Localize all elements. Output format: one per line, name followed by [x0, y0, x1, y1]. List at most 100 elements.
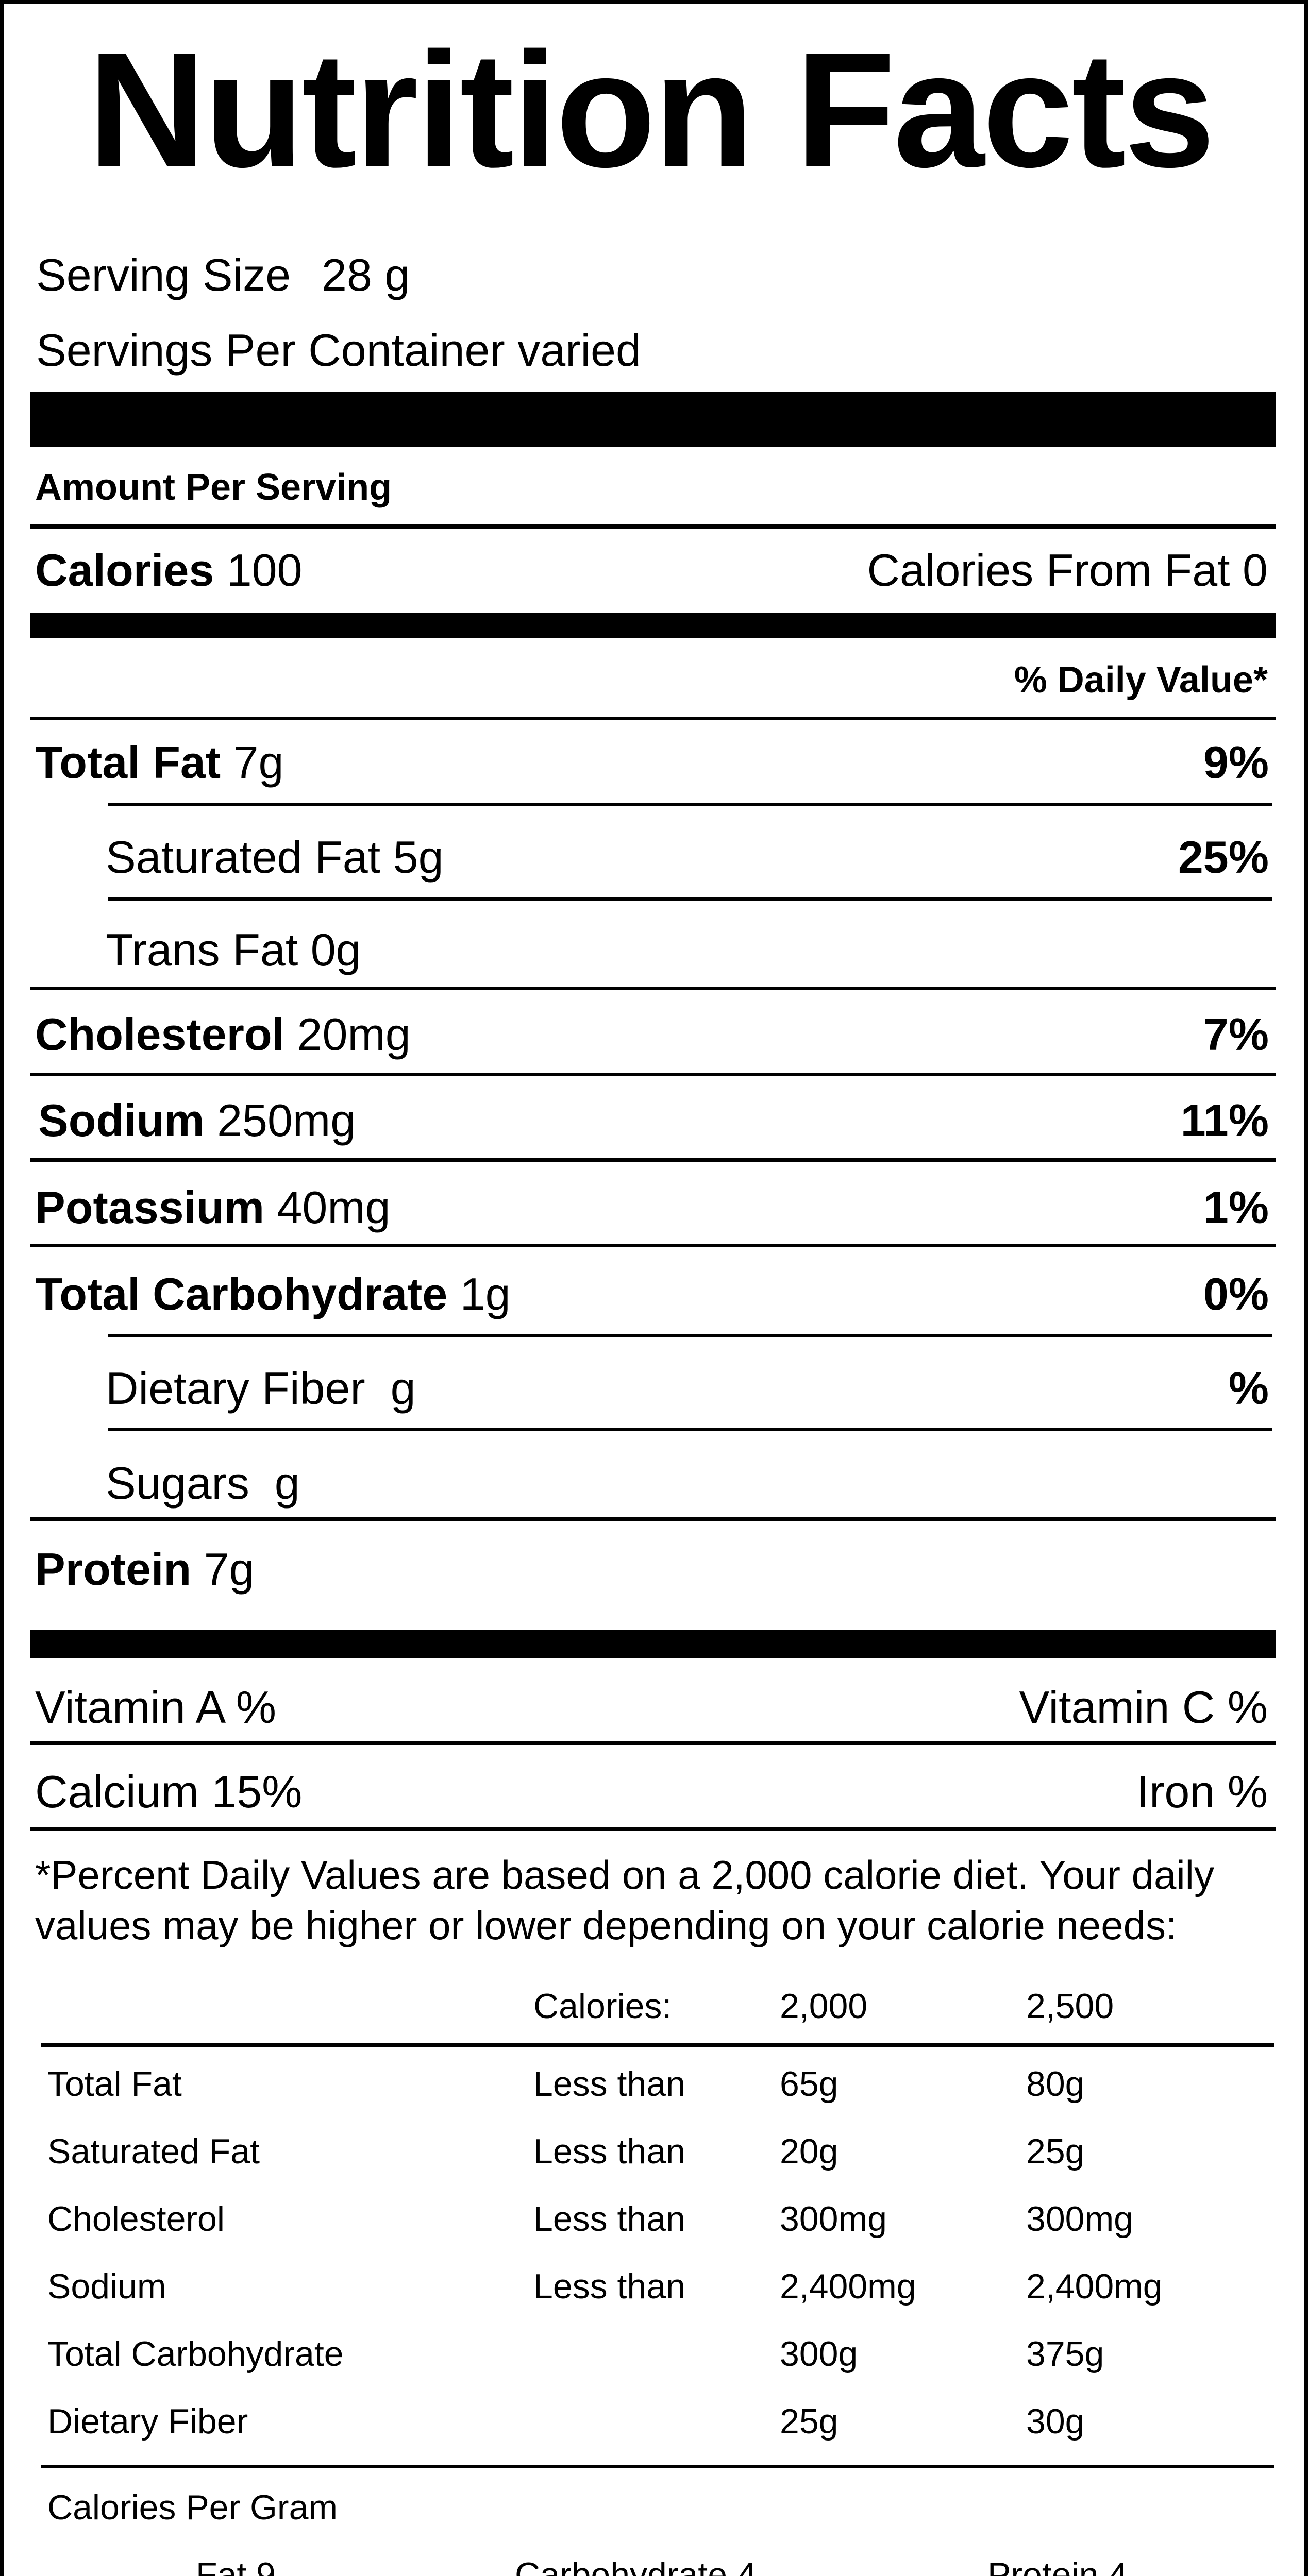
nutrient-dv: 7% [1203, 1009, 1269, 1060]
dv-row-qualifier: Less than [533, 2199, 685, 2239]
nutrient-name: Potassium [35, 1182, 265, 1233]
nutrient-row-potassium: Potassium 40mg [35, 1185, 391, 1230]
nutrient-name: Saturated Fat [106, 832, 381, 883]
serving-size-value: 28 g [322, 249, 410, 300]
nutrient-name: Sodium [38, 1095, 205, 1146]
nutrient-amount: 7g [204, 1544, 255, 1595]
dv-row-qualifier: Less than [533, 2267, 685, 2306]
dv-row-col1: 300mg [780, 2199, 887, 2239]
nutrient-amount: g [262, 1458, 300, 1509]
nutrient-name: Total Fat [35, 737, 221, 788]
nutrient-amount: 7g [233, 737, 284, 788]
dv-row-col1: 300g [780, 2334, 858, 2374]
dv-table-col1-header: 2,000 [780, 1987, 868, 2026]
servings-per-container-value: varied [517, 325, 641, 376]
dv-row-col2: 300mg [1026, 2199, 1133, 2239]
dv-row-col1: 2,400mg [780, 2267, 916, 2306]
iron: Iron % [1137, 1769, 1268, 1815]
divider [30, 1741, 1276, 1745]
divider [41, 2465, 1274, 2468]
vitamin-label: Calcium [35, 1766, 199, 1817]
dv-row-name: Sodium [47, 2267, 166, 2306]
vitamin-label: Vitamin C [1019, 1682, 1215, 1733]
dv-row-col2: 375g [1026, 2334, 1104, 2374]
dv-table-col2-header: 2,500 [1026, 1987, 1114, 2026]
servings-per-container: Servings Per Container varied [36, 328, 641, 373]
vitamin-label: Iron [1136, 1766, 1215, 1817]
serving-size: Serving Size 28 g [36, 252, 410, 298]
nutrient-amount: 250mg [217, 1095, 356, 1146]
divider [30, 1517, 1276, 1521]
nutrient-dv: 1% [1203, 1182, 1269, 1233]
dv-row-qualifier: Less than [533, 2132, 685, 2171]
nutrient-amount: 0g [310, 924, 361, 975]
nutrient-amount: 40mg [277, 1182, 391, 1233]
divider [108, 897, 1272, 901]
divider [108, 803, 1272, 806]
medium-divider [30, 613, 1276, 638]
divider [30, 1244, 1276, 1247]
nutrient-row-cholesterol: Cholesterol 20mg [35, 1012, 411, 1057]
dv-row-qualifier: Less than [533, 2064, 685, 2104]
dv-row-col2: 25g [1026, 2132, 1085, 2171]
footnote-line-1: *Percent Daily Values are based on a 2,0… [35, 1852, 1215, 1897]
label-title: Nutrition Facts [88, 19, 1215, 201]
calories-from-fat: Calories From Fat 0 [867, 548, 1268, 593]
calories-per-gram-carbohydrate: Carbohydrate 4 [515, 2555, 757, 2576]
divider [30, 987, 1276, 990]
nutrient-amount: 5g [393, 832, 444, 883]
divider [30, 1158, 1276, 1162]
calories-per-gram-fat: Fat 9 [196, 2555, 276, 2576]
dv-row-col1: 65g [780, 2064, 839, 2104]
vitamin-a: Vitamin A % [35, 1685, 276, 1730]
nutrient-dv: 11% [1180, 1095, 1269, 1146]
servings-per-container-label: Servings Per Container [36, 325, 505, 376]
nutrient-row-protein: Protein 7g [35, 1547, 255, 1592]
calcium: Calcium 15% [35, 1769, 302, 1815]
nutrient-row-saturated-fat: Saturated Fat 5g [106, 835, 444, 880]
nutrient-row-total-fat: Total Fat 7g [35, 740, 283, 785]
vitamin-c: Vitamin C % [1019, 1685, 1268, 1730]
nutrient-dv: % [1228, 1363, 1269, 1414]
amount-per-serving: Amount Per Serving [35, 467, 392, 508]
dv-row-name: Total Carbohydrate [47, 2334, 344, 2374]
nutrient-name: Sugars [106, 1458, 249, 1509]
divider [30, 717, 1276, 720]
dv-table-calories-label: Calories: [533, 1987, 672, 2026]
vitamin-value: 15% [211, 1766, 303, 1817]
calories-row: Calories 100 [35, 548, 303, 593]
nutrient-name: Dietary Fiber [106, 1363, 365, 1414]
vitamin-value: % [1215, 1682, 1268, 1733]
nutrient-name: Cholesterol [35, 1009, 285, 1060]
dv-row-col1: 20g [780, 2132, 839, 2171]
nutrient-name: Trans Fat [106, 924, 298, 975]
dv-row-col2: 2,400mg [1026, 2267, 1163, 2306]
dv-row-col2: 80g [1026, 2064, 1085, 2104]
nutrient-dv: 0% [1203, 1268, 1269, 1319]
nutrient-row-dietary-fiber: Dietary Fiber g [106, 1366, 416, 1411]
divider [41, 2043, 1274, 2047]
divider [108, 1334, 1272, 1337]
calories-from-fat-value: 0 [1243, 545, 1268, 596]
nutrient-name: Protein [35, 1544, 192, 1595]
divider [30, 1827, 1276, 1831]
dv-row-col2: 30g [1026, 2402, 1085, 2441]
thick-divider [30, 392, 1276, 447]
thick-divider [30, 1630, 1276, 1658]
calories-per-gram-protein: Protein 4 [987, 2555, 1128, 2576]
nutrient-row-total-carbohydrate: Total Carbohydrate 1g [35, 1272, 511, 1317]
nutrient-row-trans-fat: Trans Fat 0g [106, 927, 361, 973]
dv-row-name: Total Fat [47, 2064, 182, 2104]
nutrient-row-sodium: Sodium 250mg [38, 1098, 356, 1143]
divider [30, 524, 1276, 529]
footnote-line-2: values may be higher or lower depending … [35, 1903, 1177, 1948]
nutrient-amount: g [378, 1363, 416, 1414]
daily-value-header: % Daily Value* [1014, 659, 1268, 701]
nutrient-dv: 9% [1203, 737, 1269, 788]
nutrient-row-sugars: Sugars g [106, 1461, 300, 1506]
serving-size-label: Serving Size [36, 249, 291, 300]
vitamin-value: % [223, 1682, 276, 1733]
vitamin-value: % [1215, 1766, 1268, 1817]
dv-row-col1: 25g [780, 2402, 839, 2441]
nutrient-dv: 25% [1178, 832, 1269, 883]
